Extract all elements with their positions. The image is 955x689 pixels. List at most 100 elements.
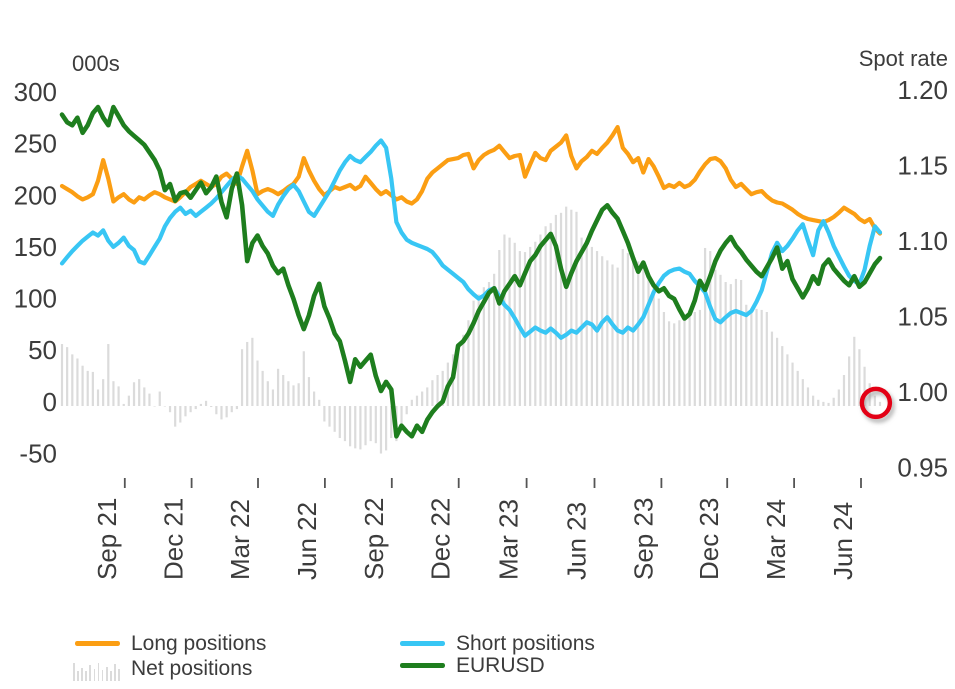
- net-bar: [122, 403, 125, 406]
- net-bar: [153, 406, 156, 407]
- net-bar: [354, 406, 357, 449]
- net-bar: [842, 375, 846, 406]
- net-bar: [328, 406, 331, 427]
- net-bar: [266, 381, 269, 406]
- net-bar: [230, 406, 233, 413]
- right-axis-tick-label: 1.15: [897, 150, 948, 180]
- net-bar: [210, 406, 213, 408]
- net-bar: [796, 370, 799, 406]
- net-bar: [611, 264, 614, 406]
- net-bar: [822, 401, 825, 406]
- net-bar: [781, 346, 784, 406]
- net-bar: [493, 273, 496, 406]
- net-bar: [817, 399, 820, 406]
- legend-label-short-positions: Short positions: [456, 632, 595, 655]
- net-bar: [467, 320, 470, 406]
- net-bar: [683, 318, 686, 406]
- net-bar: [318, 399, 321, 406]
- legend-item-short-positions: Short positions: [400, 633, 595, 654]
- net-bar: [848, 356, 851, 406]
- eurusd-positioning-chart: 000s Spot rate 300 250 200 150 100 50 0 -50 1.2…: [14, 46, 948, 580]
- net-bar: [786, 354, 789, 406]
- net-bar: [256, 360, 259, 406]
- left-axis-tick-label: 0: [43, 387, 57, 417]
- net-bar: [462, 334, 465, 406]
- net-bar: [66, 347, 69, 406]
- net-bar: [189, 406, 192, 413]
- net-bar: [667, 321, 671, 406]
- right-axis-title: Spot rate: [859, 46, 948, 71]
- net-bar: [657, 298, 660, 406]
- net-bar: [271, 389, 275, 406]
- net-bar: [240, 349, 244, 406]
- net-bar: [421, 391, 424, 406]
- net-bar: [565, 206, 568, 406]
- x-axis-tick-label: Dec 22: [426, 498, 456, 580]
- x-axis-tick-label: Sep 23: [628, 498, 658, 580]
- eurusd-line-icon: [400, 663, 445, 668]
- net-bar: [801, 379, 804, 406]
- net-bar: [369, 406, 372, 442]
- net-bar: [282, 375, 285, 406]
- net-bar: [349, 406, 352, 447]
- net-bar: [606, 260, 609, 406]
- net-bar: [755, 308, 758, 406]
- net-bar: [374, 406, 377, 444]
- net-bar: [529, 246, 532, 406]
- net-bar: [745, 304, 748, 406]
- net-bar: [405, 406, 408, 415]
- net-bar: [338, 406, 341, 439]
- net-bar: [487, 282, 491, 406]
- net-bar: [734, 278, 738, 406]
- net-bar: [853, 336, 856, 406]
- net-bar: [858, 349, 861, 406]
- net-bar: [642, 267, 645, 406]
- net-bar: [174, 406, 177, 427]
- net-bar: [143, 387, 146, 406]
- x-axis-tick-label: Mar 24: [761, 499, 791, 580]
- highlight-circle-annotation: [859, 386, 893, 420]
- net-bar: [102, 379, 105, 406]
- net-bar: [235, 406, 239, 410]
- x-axis-tick-label: Jun 22: [292, 502, 322, 580]
- net-bar: [158, 391, 161, 406]
- net-bar: [96, 389, 100, 406]
- net-bar: [776, 337, 779, 406]
- net-bar: [400, 406, 403, 427]
- net-bar: [693, 312, 696, 406]
- net-bar: [410, 399, 413, 406]
- net-bar: [127, 395, 130, 406]
- x-axis-tick-label: Dec 23: [694, 498, 724, 580]
- legend-item-long-positions: Long positions: [75, 633, 266, 654]
- net-bar: [359, 406, 362, 450]
- net-bar: [523, 252, 527, 406]
- net-bar: [621, 248, 624, 406]
- net-bar: [575, 211, 578, 406]
- net-bar: [307, 377, 311, 406]
- net-bar: [554, 214, 557, 406]
- series-line-eurusd: [59, 104, 883, 439]
- net-bar: [760, 309, 763, 406]
- net-bar: [215, 406, 218, 415]
- left-axis-tick-label: 200: [14, 180, 57, 210]
- net-bar: [806, 387, 810, 406]
- net-bar: [539, 234, 542, 406]
- net-bar: [163, 406, 166, 407]
- net-bar: [117, 386, 120, 406]
- right-axis-tick-labels: 1.20 1.15 1.10 1.05 1.00 0.95: [897, 75, 948, 483]
- net-bar: [503, 234, 506, 406]
- net-bar: [426, 387, 429, 406]
- net-bar: [863, 366, 866, 406]
- net-bar: [662, 312, 666, 406]
- net-bar: [436, 375, 439, 406]
- series-lines: [59, 104, 883, 439]
- net-bar: [652, 284, 655, 406]
- net-bar: [873, 395, 876, 406]
- net-bar: [184, 406, 187, 417]
- net-bar: [276, 368, 280, 406]
- net-bar: [770, 331, 774, 406]
- series-line-short-positions: [59, 138, 883, 340]
- net-bar: [559, 212, 563, 406]
- x-axis-tick-label: Mar 22: [225, 499, 255, 580]
- net-bar: [698, 309, 702, 406]
